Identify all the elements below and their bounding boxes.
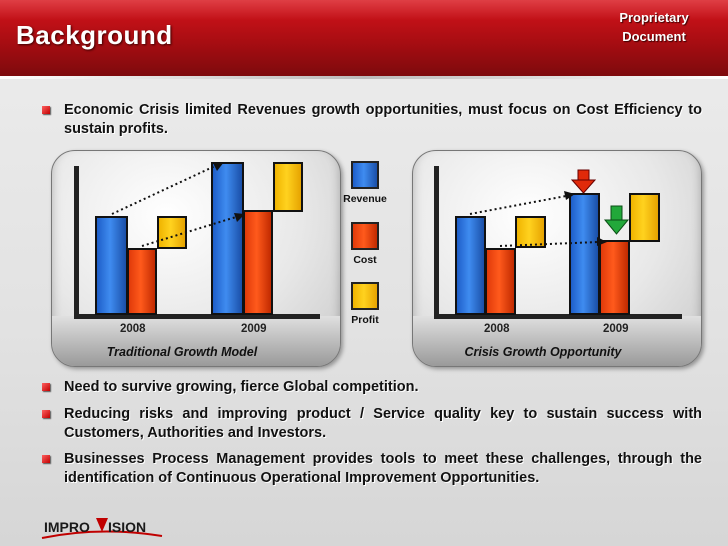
improvision-logo-icon: IMPRO ISION — [41, 518, 163, 539]
right-bar-profit-2008 — [515, 216, 546, 248]
left-bar-profit-2009 — [273, 162, 303, 212]
bullet-square-icon — [42, 383, 50, 391]
left-chart-caption: Traditional Growth Model — [106, 345, 258, 359]
panel-base — [52, 316, 340, 366]
bullet-1: Economic Crisis limited Revenues growth … — [42, 101, 702, 139]
bullet-1-text: Economic Crisis limited Revenues growth … — [64, 102, 702, 137]
legend-revenue-swatch — [351, 161, 379, 189]
right-chart-year-2009: 2009 — [603, 323, 629, 335]
slide-header: Background Proprietary Document — [0, 0, 728, 76]
right-chart-caption: Crisis Growth Opportunity — [464, 345, 622, 359]
bullet-square-icon — [42, 106, 50, 114]
proprietary-label: Proprietary Document — [604, 8, 704, 46]
panel-base — [413, 316, 701, 366]
header-divider — [0, 76, 728, 79]
logo-text-right: ISION — [108, 519, 146, 535]
legend-profit-label: Profit — [351, 314, 379, 326]
right-bar-revenue-2009 — [569, 193, 600, 315]
bullet-3: Reducing risks and improving product / S… — [42, 405, 702, 443]
logo-text-left: IMPRO — [44, 519, 90, 535]
proprietary-line-2: Document — [622, 29, 686, 44]
bullet-4: Businesses Process Management provides t… — [42, 450, 702, 488]
legend-profit-swatch — [351, 282, 379, 310]
bullet-3-text: Reducing risks and improving product / S… — [64, 406, 702, 441]
left-bar-cost-2008 — [127, 248, 157, 315]
bullet-4-text: Businesses Process Management provides t… — [64, 451, 702, 486]
left-chart-year-2009: 2009 — [241, 323, 267, 335]
right-chart-x-axis — [434, 314, 682, 319]
left-chart-year-2008: 2008 — [120, 323, 146, 335]
right-chart-year-2008: 2008 — [484, 323, 510, 335]
right-bar-profit-2009 — [629, 193, 660, 242]
bullet-square-icon — [42, 410, 50, 418]
green-down-arrow-icon — [603, 205, 630, 235]
right-bar-cost-2009 — [599, 240, 630, 315]
legend-cost-swatch — [351, 222, 379, 250]
right-bar-cost-2008 — [485, 248, 516, 315]
red-down-arrow-icon — [570, 169, 597, 194]
header-shine — [0, 0, 728, 20]
legend-cost-label: Cost — [353, 254, 377, 266]
bullet-2-text: Need to survive growing, fierce Global c… — [64, 379, 419, 395]
left-chart-y-axis — [74, 166, 79, 318]
proprietary-line-1: Proprietary — [619, 10, 689, 25]
chart-crisis-growth — [412, 150, 702, 367]
left-bar-profit-2008 — [157, 216, 187, 249]
left-bar-cost-2009 — [243, 210, 273, 315]
improvision-logo: IMPRO ISION — [40, 512, 164, 540]
left-chart-x-axis — [74, 314, 320, 319]
bullet-2: Need to survive growing, fierce Global c… — [42, 378, 702, 397]
right-chart-y-axis — [434, 166, 439, 318]
legend-revenue-label: Revenue — [343, 193, 387, 205]
slide-title: Background — [16, 20, 173, 50]
bullet-square-icon — [42, 455, 50, 463]
